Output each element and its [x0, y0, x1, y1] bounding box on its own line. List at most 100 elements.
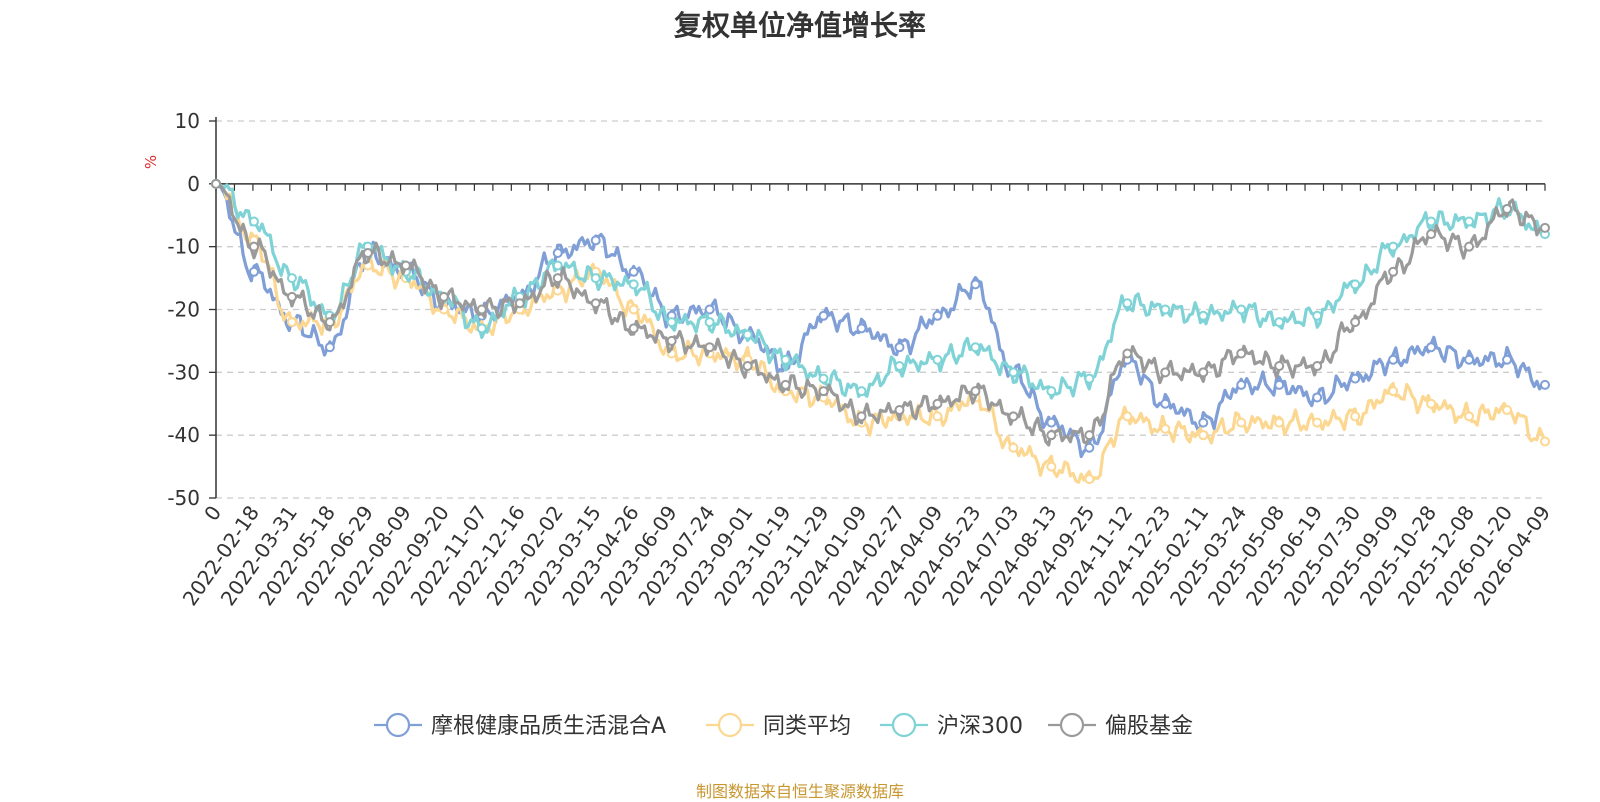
data-point [1236, 304, 1247, 315]
data-point [248, 241, 259, 252]
data-point [438, 291, 449, 302]
data-point [894, 405, 905, 416]
series-line [215, 182, 1546, 400]
data-point [1198, 310, 1209, 321]
data-point [476, 304, 487, 315]
data-point [1388, 386, 1399, 397]
y-axis-unit-label: % [142, 155, 160, 169]
data-point [1464, 241, 1475, 252]
data-point [1046, 417, 1057, 428]
series-layer [211, 178, 1550, 485]
data-point [666, 335, 677, 346]
data-point [1502, 354, 1513, 365]
data-point [552, 247, 563, 258]
data-point [1502, 405, 1513, 416]
data-point [1198, 430, 1209, 441]
data-point [894, 361, 905, 372]
data-point [552, 273, 563, 284]
data-point [248, 266, 259, 277]
data-point [1160, 423, 1171, 434]
y-tick-label: -20 [167, 298, 200, 322]
data-point [894, 342, 905, 353]
data-point [286, 291, 297, 302]
data-point [324, 317, 335, 328]
data-point [1274, 417, 1285, 428]
legend-label: 同类平均 [763, 714, 851, 739]
data-point [1122, 411, 1133, 422]
y-tick-label: -30 [167, 360, 200, 384]
data-point [400, 260, 411, 271]
data-point [1160, 304, 1171, 315]
series-line [215, 182, 1546, 447]
data-point [818, 310, 829, 321]
data-point [1388, 266, 1399, 277]
data-point [590, 273, 601, 284]
data-point [1312, 310, 1323, 321]
y-tick-label: -40 [167, 423, 200, 447]
legend-label: 摩根健康品质生活混合A [431, 714, 666, 739]
data-point [590, 235, 601, 246]
legend-marker-icon [717, 712, 743, 738]
data-point [1236, 348, 1247, 359]
data-point [1540, 379, 1550, 390]
data-point [1008, 411, 1019, 422]
data-point [1084, 474, 1095, 485]
data-point [248, 216, 259, 227]
data-point [514, 298, 525, 309]
data-point [932, 354, 943, 365]
data-point [1426, 342, 1437, 353]
data-point [1046, 386, 1057, 397]
data-point [1426, 398, 1437, 409]
data-point [211, 178, 221, 189]
data-point [704, 342, 715, 353]
data-point [1426, 229, 1437, 240]
legend-marker-icon [385, 712, 411, 738]
data-point [1122, 348, 1133, 359]
data-point [1312, 361, 1323, 372]
data-point [1084, 442, 1095, 453]
data-point [1084, 373, 1095, 384]
data-point [1464, 354, 1475, 365]
y-tick-label: -10 [167, 235, 200, 259]
data-point [286, 273, 297, 284]
data-point [552, 260, 563, 271]
legend-marker-icon [1059, 712, 1085, 738]
data-point [362, 247, 373, 258]
data-point [970, 342, 981, 353]
data-point [1046, 461, 1057, 472]
data-point [1464, 216, 1475, 227]
data-point [780, 354, 791, 365]
data-point [666, 317, 677, 328]
grid-layer [216, 120, 1545, 499]
data-point [1350, 373, 1361, 384]
data-source-note: 制图数据来自恒生聚源数据库 [695, 782, 904, 801]
data-point [970, 386, 981, 397]
data-point [780, 379, 791, 390]
data-point [1198, 417, 1209, 428]
data-point [590, 298, 601, 309]
y-tick-label: 10 [175, 109, 200, 133]
data-point [1274, 317, 1285, 328]
data-point [856, 386, 867, 397]
data-point [1502, 203, 1513, 214]
x-tick-label: 0 [199, 501, 226, 525]
data-point [628, 266, 639, 277]
data-point [932, 310, 943, 321]
data-point [1160, 398, 1171, 409]
data-point [1350, 411, 1361, 422]
data-point [856, 323, 867, 334]
data-point [742, 329, 753, 340]
data-point [1350, 317, 1361, 328]
data-point [1312, 417, 1323, 428]
axis-layer: 100-10-20-30-40-5002022-02-182022-03-312… [167, 109, 1555, 610]
legend-label: 沪深300 [937, 714, 1023, 739]
data-point [1008, 367, 1019, 378]
data-point [1236, 379, 1247, 390]
data-point [1426, 216, 1437, 227]
data-point [1388, 354, 1399, 365]
data-point [856, 411, 867, 422]
data-point [1274, 361, 1285, 372]
data-point [704, 304, 715, 315]
data-point [286, 317, 297, 328]
